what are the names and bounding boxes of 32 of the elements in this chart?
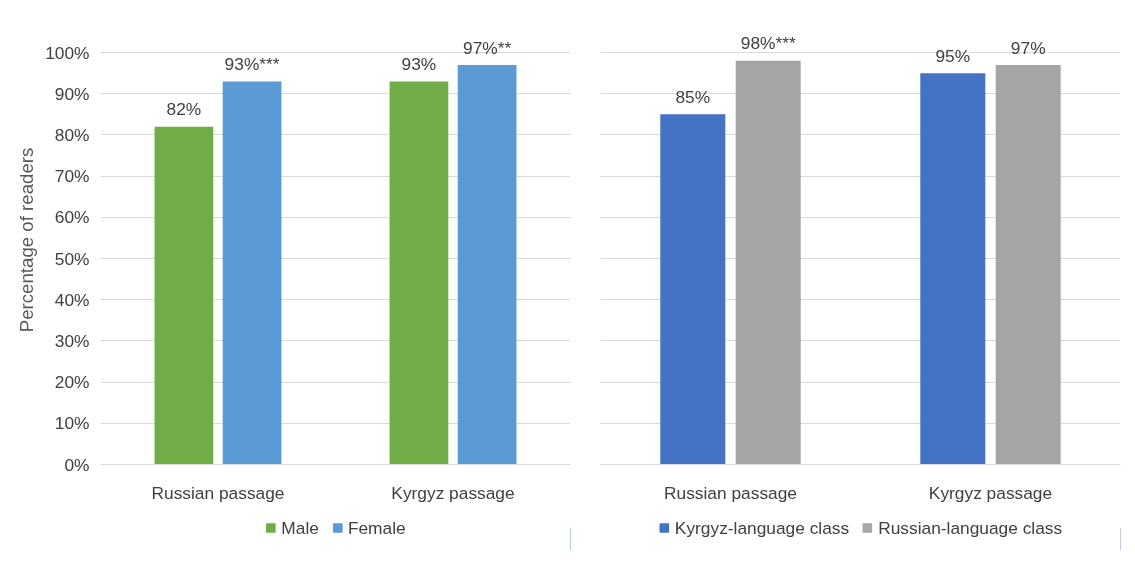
data-label: 97%**: [462, 37, 512, 58]
x-tick-label: Kyrgyz passage: [928, 482, 1053, 503]
legend-label: Male: [281, 517, 319, 538]
y-tick-label: 40%: [54, 289, 90, 310]
bar: [222, 81, 282, 465]
data-label: 82%: [166, 99, 202, 120]
y-tick-label: 90%: [54, 83, 90, 104]
y-tick-label: 10%: [54, 413, 90, 434]
data-label: 95%: [935, 45, 971, 66]
x-tick-label: Russian passage: [151, 482, 285, 503]
bar: [389, 81, 449, 465]
y-tick-label: 100%: [45, 42, 90, 63]
legend-label: Female: [347, 517, 406, 538]
legend-label: Kyrgyz-language class: [674, 517, 850, 538]
y-tick-label: 20%: [54, 372, 90, 393]
y-tick-label: 60%: [54, 207, 90, 228]
y-tick-label: 0%: [64, 454, 90, 475]
y-tick-label: 70%: [54, 166, 90, 187]
y-tick-label: 30%: [54, 330, 90, 351]
y-tick-label: 50%: [54, 248, 90, 269]
data-label: 98%***: [740, 33, 796, 54]
x-tick-label: Russian passage: [664, 482, 797, 503]
x-tick-label: Kyrgyz passage: [391, 482, 515, 503]
data-label: 93%***: [224, 53, 280, 74]
bar: [457, 64, 517, 465]
data-label: 97%: [1010, 37, 1046, 58]
bar: [154, 126, 214, 465]
legend-label: Russian-language class: [878, 517, 1063, 538]
y-tick-label: 80%: [54, 124, 90, 145]
data-label: 85%: [675, 86, 711, 107]
data-label: 93%: [401, 53, 437, 74]
y-axis-title: Percentage of readers: [16, 147, 38, 333]
